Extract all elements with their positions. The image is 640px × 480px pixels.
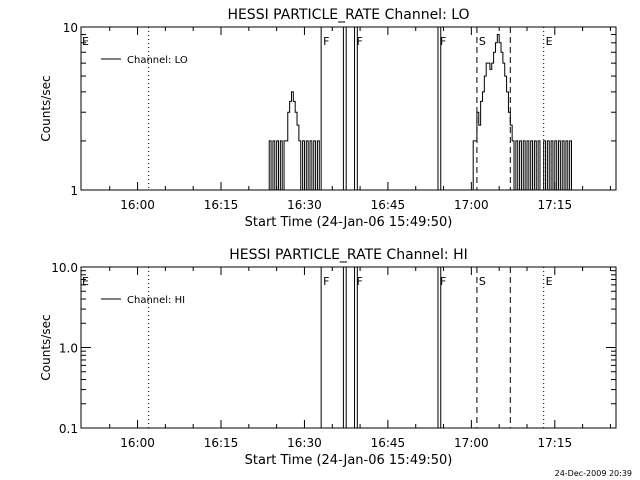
y-tick-label: 0.1 xyxy=(59,422,78,436)
y-tick-label: 10.0 xyxy=(51,261,78,275)
x-tick-label: 16:45 xyxy=(371,436,406,450)
y-axis-label: Counts/sec xyxy=(39,75,53,141)
x-tick-label: 17:15 xyxy=(538,198,573,212)
y-tick-label: 1.0 xyxy=(59,342,78,356)
plot-frame xyxy=(80,26,617,191)
y-axis-label: Counts/sec xyxy=(39,314,53,380)
data-series-line xyxy=(267,33,574,191)
event-marker-label: F xyxy=(323,35,329,48)
x-tick-label: 16:45 xyxy=(371,198,406,212)
event-marker-label: F xyxy=(440,275,446,288)
x-tick-label: 17:00 xyxy=(454,436,489,450)
plot-frame xyxy=(80,266,617,429)
x-tick-label: 16:30 xyxy=(287,436,322,450)
legend-label: Channel: HI xyxy=(127,295,185,306)
x-tick-label: 16:00 xyxy=(120,198,155,212)
chart-title: HESSI PARTICLE_RATE Channel: LO xyxy=(227,7,469,23)
x-tick-label: 16:15 xyxy=(204,198,239,212)
x-tick-label: 16:15 xyxy=(204,436,239,450)
event-marker-label: E xyxy=(82,35,89,48)
x-axis-label: Start Time (24-Jan-06 15:49:50) xyxy=(245,215,453,230)
x-tick-label: 16:30 xyxy=(287,198,322,212)
y-tick-label: 1 xyxy=(70,184,78,198)
chart-title: HESSI PARTICLE_RATE Channel: HI xyxy=(229,247,467,263)
y-tick-label: 10 xyxy=(63,21,78,35)
x-tick-label: 17:00 xyxy=(454,198,489,212)
event-marker-label: F xyxy=(323,275,329,288)
event-marker-label: F xyxy=(357,35,363,48)
event-marker-label: E xyxy=(82,275,89,288)
event-marker-label: F xyxy=(440,35,446,48)
x-axis-label: Start Time (24-Jan-06 15:49:50) xyxy=(245,453,453,468)
x-tick-label: 17:15 xyxy=(538,436,573,450)
event-marker-label: S xyxy=(479,35,486,48)
event-marker-label: S xyxy=(479,275,486,288)
event-marker-label: E xyxy=(546,35,553,48)
event-marker-label: E xyxy=(546,275,553,288)
legend-label: Channel: LO xyxy=(127,55,188,66)
event-marker-label: F xyxy=(357,275,363,288)
footer-timestamp: 24-Dec-2009 20:39 xyxy=(554,469,632,478)
x-tick-label: 16:00 xyxy=(120,436,155,450)
